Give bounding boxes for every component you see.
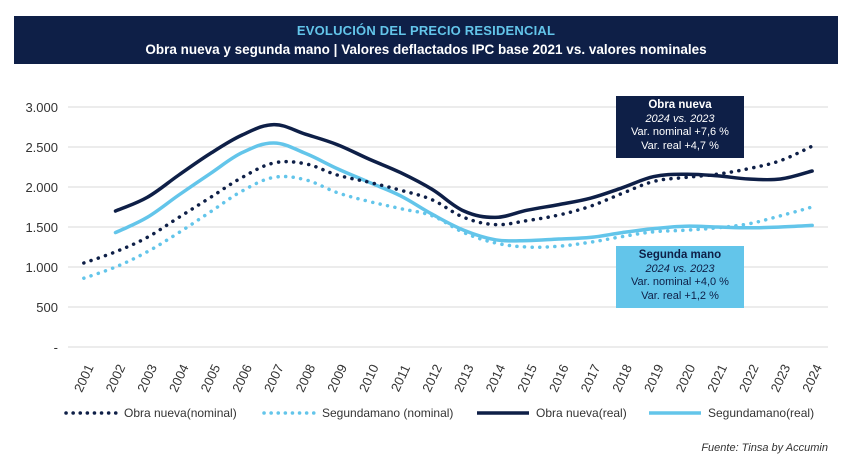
obra-nueva-variation-box: Obra nueva 2024 vs. 2023 Var. nominal +7… — [616, 96, 744, 158]
x-tick-label: 2020 — [673, 362, 699, 395]
obra-box-title: Obra nueva — [648, 99, 712, 111]
y-tick-label: 1.000 — [25, 260, 58, 275]
y-tick-label: 2.000 — [25, 180, 58, 195]
source-note: Fuente: Tinsa by Accumin — [701, 442, 828, 454]
segunda-mano-variation-box: Segunda mano 2024 vs. 2023 Var. nominal … — [616, 246, 744, 308]
x-tick-label: 2004 — [166, 362, 192, 395]
legend-seg-real: Segundamano(real) — [648, 405, 814, 421]
seg-box-period: 2024 vs. 2023 — [645, 262, 715, 275]
x-tick-label: 2010 — [356, 362, 382, 395]
chart-subtitle: Obra nueva y segunda mano | Valores defl… — [145, 42, 707, 57]
legend-seg-nominal: Segundamano (nominal) — [262, 405, 453, 421]
series-line-segundamano-real — [113, 141, 814, 243]
x-axis-ticks: 2001 2002 2003 2004 2005 2006 2007 2008 2009 2010… — [71, 362, 825, 395]
x-tick-label: 2001 — [71, 362, 97, 395]
x-tick-label: 2005 — [198, 362, 224, 395]
x-tick-label: 2012 — [419, 362, 445, 395]
seg-box-real: Var. real +1,2 % — [641, 289, 719, 302]
x-tick-label: 2007 — [261, 362, 287, 395]
obra-box-nominal: Var. nominal +7,6 % — [631, 126, 729, 138]
legend-solid-dark-icon — [477, 411, 529, 415]
legend-obra-nominal: Obra nueva(nominal) — [64, 405, 237, 421]
legend-dotted-dark-icon — [64, 411, 118, 415]
x-tick-label: 2016 — [546, 362, 572, 395]
y-tick-label: 1.500 — [25, 220, 58, 235]
series-line-obra-nueva-real — [113, 122, 814, 220]
x-tick-label: 2022 — [736, 362, 762, 395]
legend-obra-nominal-label: Obra nueva(nominal) — [124, 406, 237, 420]
obra-box-real: Var. real +4,7 % — [641, 139, 719, 152]
x-tick-label: 2018 — [609, 362, 635, 395]
x-tick-label: 2009 — [324, 362, 350, 395]
x-tick-label: 2011 — [388, 362, 413, 394]
y-tick-label: 3.000 — [25, 100, 58, 115]
x-tick-label: 2021 — [704, 362, 730, 395]
chart-header: EVOLUCIÓN DEL PRECIO RESIDENCIAL Obra nu… — [14, 16, 838, 64]
legend-seg-real-label: Segundamano(real) — [708, 406, 815, 420]
series-layer — [82, 122, 814, 280]
legend-obra-real-label: Obra nueva(real) — [536, 406, 627, 420]
x-tick-label: 2003 — [134, 362, 160, 395]
seg-box-title: Segunda mano — [638, 249, 722, 261]
chart-title: EVOLUCIÓN DEL PRECIO RESIDENCIAL — [296, 23, 556, 38]
x-tick-label: 2023 — [768, 362, 794, 395]
x-tick-label: 2002 — [103, 362, 129, 395]
seg-box-nominal: Var. nominal +4,0 % — [631, 276, 729, 288]
x-tick-label: 2008 — [293, 362, 319, 395]
legend-obra-real: Obra nueva(real) — [476, 405, 627, 421]
x-tick-label: 2017 — [578, 362, 604, 395]
legend-solid-light-icon — [649, 411, 701, 415]
x-tick-label: 2013 — [451, 362, 477, 395]
y-tick-label: 2.500 — [25, 140, 58, 155]
y-tick-label: - — [54, 340, 58, 355]
y-tick-label: 500 — [36, 300, 58, 315]
legend-seg-nominal-label: Segundamano (nominal) — [322, 406, 454, 420]
x-tick-label: 2015 — [514, 362, 540, 395]
x-tick-label: 2019 — [641, 362, 667, 395]
x-tick-label: 2024 — [799, 362, 825, 395]
legend-dotted-light-icon — [262, 411, 316, 415]
y-axis-ticks: - 500 1.000 1.500 2.000 2.500 3.000 — [25, 100, 58, 355]
x-tick-label: 2014 — [483, 362, 509, 395]
x-tick-label: 2006 — [229, 362, 255, 395]
obra-box-period: 2024 vs. 2023 — [645, 112, 715, 125]
